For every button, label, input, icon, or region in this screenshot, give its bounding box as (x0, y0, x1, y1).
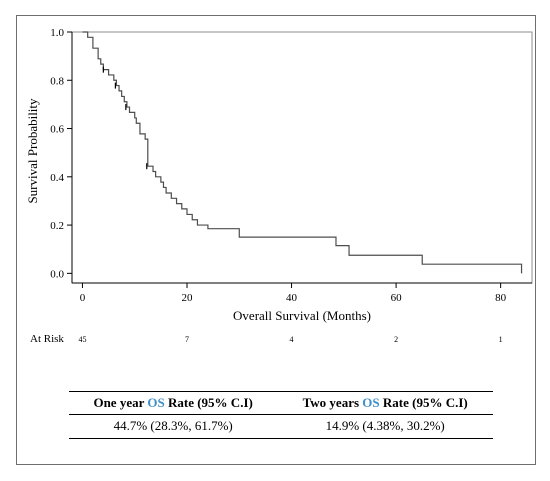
two-years-os-header: Two years OS Rate (95% C.I) (277, 391, 493, 415)
os-table-value-row: 44.7% (28.3%, 61.7%) 14.9% (4.38%, 30.2%… (69, 414, 493, 439)
y-tick-label: 0.0 (50, 268, 64, 280)
header-text: Two years (302, 395, 363, 410)
os-rate-table: One year OS Rate (95% C.I) Two years OS … (69, 391, 493, 439)
at-risk-count: 1 (499, 335, 503, 344)
y-tick-label: 0.2 (50, 220, 64, 232)
at-risk-count: 4 (290, 335, 294, 344)
two-years-os-value: 14.9% (4.38%, 30.2%) (277, 414, 493, 439)
one-year-os-header: One year OS Rate (95% C.I) (69, 391, 278, 415)
x-tick-label: 60 (391, 292, 403, 304)
x-axis-label: Overall Survival (Months) (233, 308, 371, 323)
header-text: Rate (95% C.I) (379, 395, 468, 410)
header-text: One year (93, 395, 148, 410)
at-risk-label: At Risk (30, 333, 64, 345)
survival-step-line (82, 31, 523, 274)
survival-series (82, 31, 523, 274)
os-table-header-row: One year OS Rate (95% C.I) Two years OS … (69, 391, 493, 415)
at-risk-count: 2 (394, 335, 398, 344)
y-ticks: 0.0 0.2 0.4 0.6 0.8 1.0 (50, 27, 72, 280)
x-ticks: 0 20 40 60 80 (80, 283, 507, 304)
header-text: Rate (95% C.I) (164, 395, 253, 410)
os-highlight: OS (147, 395, 165, 410)
y-tick-label: 0.8 (50, 75, 64, 87)
x-tick-label: 0 (80, 292, 86, 304)
x-tick-label: 40 (286, 292, 298, 304)
at-risk-count: 7 (185, 335, 189, 344)
x-tick-label: 20 (182, 292, 194, 304)
y-tick-label: 0.4 (50, 172, 64, 184)
figure-frame (16, 15, 536, 465)
at-risk-values: 45 7 4 2 1 (78, 335, 502, 344)
y-axis-label: Survival Probability (25, 98, 40, 204)
y-tick-label: 0.6 (50, 124, 64, 136)
one-year-os-value: 44.7% (28.3%, 61.7%) (69, 414, 278, 439)
at-risk-count: 45 (78, 335, 86, 344)
y-tick-label: 1.0 (50, 27, 64, 39)
os-highlight: OS (362, 395, 380, 410)
plot-area-border (71, 31, 533, 284)
x-tick-label: 80 (495, 292, 507, 304)
censor-marks (102, 66, 148, 170)
